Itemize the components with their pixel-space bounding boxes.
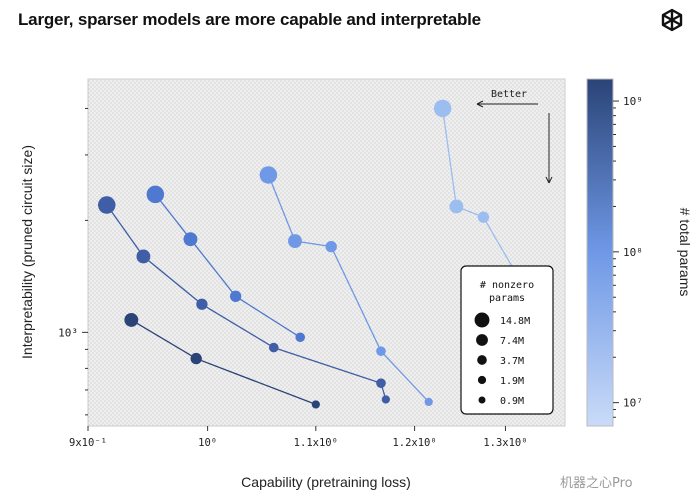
x-axis-ticks: 9x10⁻¹ 10⁰ 1.1x10⁰ 1.2x10⁰ 1.3x10⁰ <box>69 426 528 449</box>
colorbar-tick-label-1: 10⁸ <box>623 246 643 259</box>
x-tick-label-1: 10⁰ <box>198 437 217 449</box>
data-point-2-2 <box>229 290 242 302</box>
data-point-3-1 <box>288 234 302 248</box>
data-point-3-4 <box>424 397 433 407</box>
better-left-arrowhead <box>476 100 484 108</box>
size-legend-label-2: 3.7M <box>500 356 524 367</box>
size-legend-label-3: 1.9M <box>500 376 524 387</box>
size-legend-marker-2 <box>477 355 487 365</box>
data-point-3-0 <box>259 166 278 184</box>
data-point-1-0 <box>98 196 116 214</box>
data-point-1-4 <box>376 378 386 388</box>
colorbar-gradient <box>586 78 614 427</box>
better-label: Better <box>491 89 527 100</box>
watermark: 机器之心Pro <box>560 476 633 491</box>
data-point-1-3 <box>268 342 279 353</box>
data-point-2-3 <box>295 332 306 343</box>
y-tick-label-0: 10³ <box>58 326 78 339</box>
data-point-3-2 <box>325 240 337 253</box>
data-point-1-5 <box>381 395 390 404</box>
size-legend-label-1: 7.4M <box>500 336 524 347</box>
data-point-1-2 <box>196 298 208 310</box>
size-legend-label-0: 14.8M <box>500 316 530 327</box>
openai-logo-icon <box>661 8 683 32</box>
data-point-4-2 <box>477 211 490 223</box>
y-axis-ticks: 10³ <box>58 107 88 416</box>
colorbar-tick-label-2: 10⁹ <box>623 95 643 108</box>
size-legend-label-4: 0.9M <box>500 396 524 407</box>
series-line-4 <box>441 108 528 293</box>
chart-title: Larger, sparser models are more capable … <box>18 10 481 29</box>
data-point-2-0 <box>146 185 165 204</box>
x-axis-label: Capability (pretraining loss) <box>241 474 411 490</box>
x-tick-label-4: 1.3x10⁰ <box>483 437 527 449</box>
colorbar-tick-label-0: 10⁷ <box>623 397 643 410</box>
x-tick-label-2: 1.1x10⁰ <box>294 437 338 449</box>
series-points <box>98 99 532 409</box>
x-tick-label-0: 9x10⁻¹ <box>69 437 107 449</box>
data-point-1-1 <box>136 249 151 264</box>
size-legend-marker-1 <box>476 334 488 346</box>
x-tick-label-3: 1.2x10⁰ <box>392 437 436 449</box>
colorbar: 10⁷ 10⁸ 10⁹ # total params <box>586 78 693 427</box>
size-legend-marker-4 <box>478 396 486 404</box>
series-line-2 <box>154 193 301 338</box>
size-legend: # nonzero params 14.8M 7.4M 3.7M 1.9M 0.9M <box>460 265 554 415</box>
data-point-0-2 <box>311 400 320 409</box>
y-axis-label: Interpretability (pruned circuit size) <box>19 145 35 359</box>
size-legend-marker-0 <box>474 312 490 328</box>
better-down-arrowhead <box>545 176 553 184</box>
data-point-2-1 <box>183 232 198 247</box>
data-point-0-1 <box>190 352 202 365</box>
better-annotation: Better <box>476 89 553 184</box>
size-legend-title-line2: params <box>489 293 525 304</box>
size-legend-title-line1: # nonzero <box>480 280 534 291</box>
data-point-4-0 <box>433 99 452 118</box>
data-point-0-0 <box>124 312 139 327</box>
colorbar-label: # total params <box>677 208 693 297</box>
data-point-3-3 <box>376 346 386 356</box>
data-point-4-1 <box>449 199 464 214</box>
size-legend-marker-3 <box>477 375 487 385</box>
